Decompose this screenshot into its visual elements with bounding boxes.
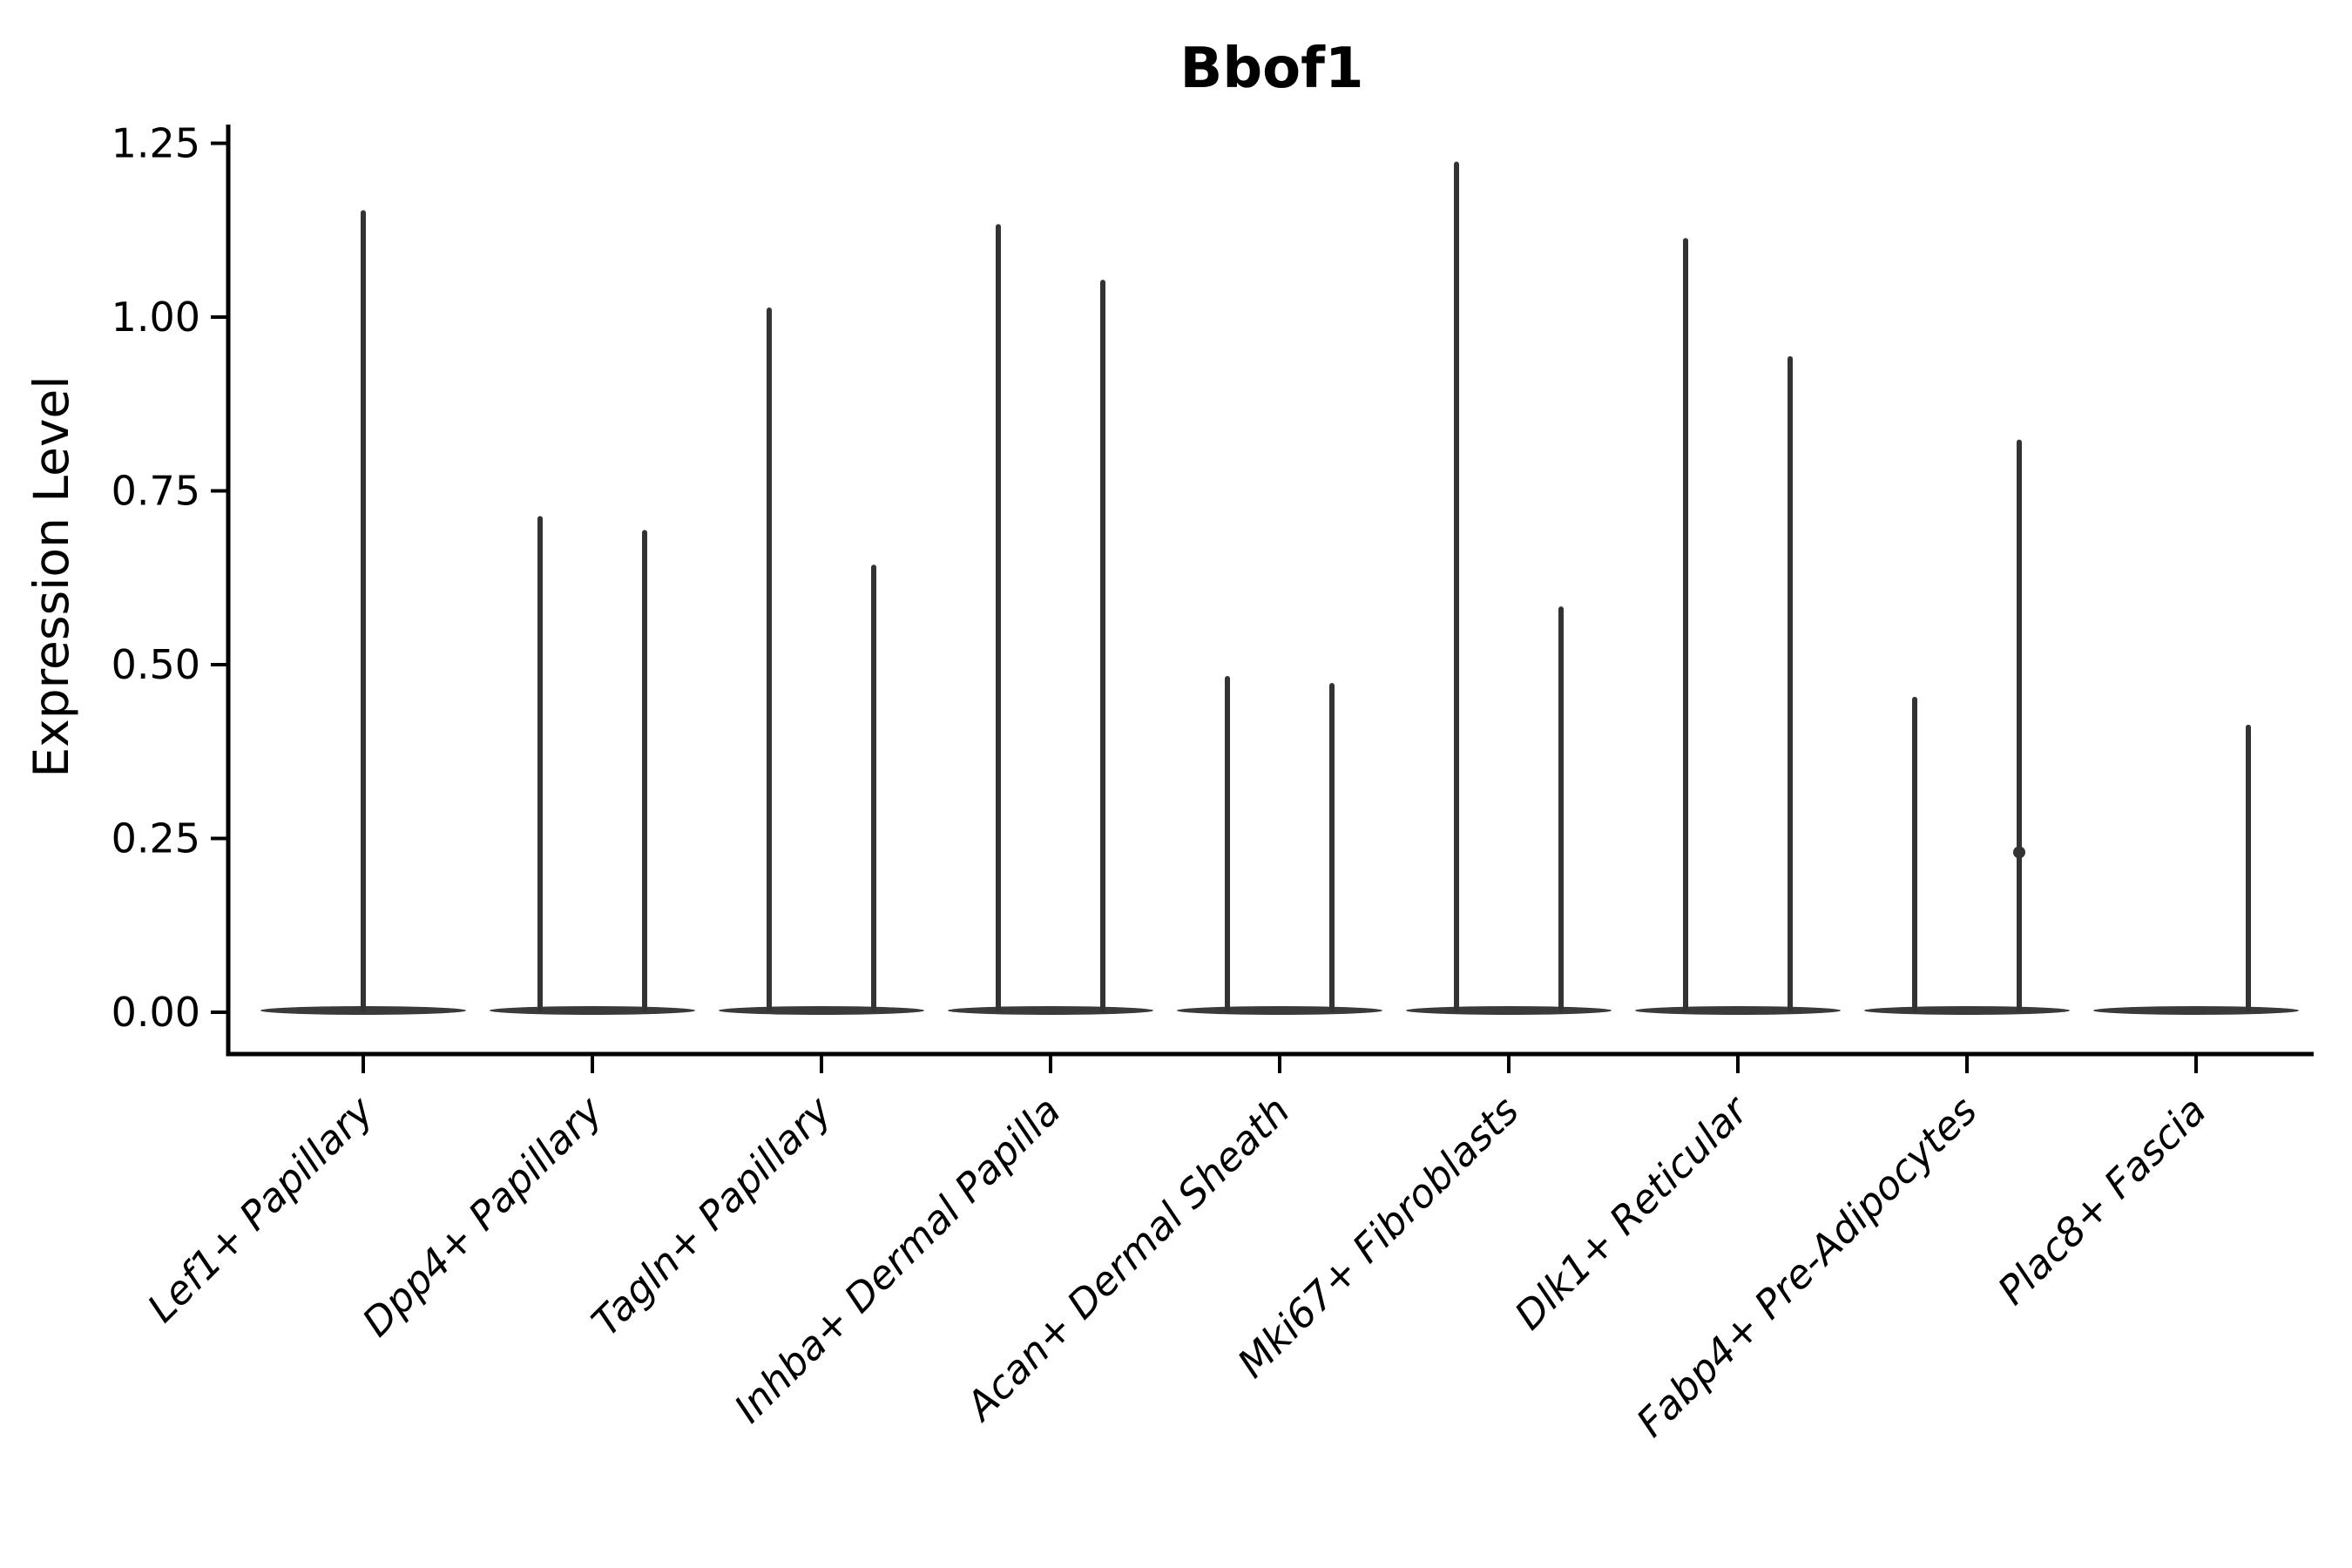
violin-6 (1406, 161, 1612, 1015)
x-tick-label: Dpp4+ Papillary (354, 1086, 612, 1345)
violin-base (1406, 1006, 1612, 1015)
violin-5 (1177, 675, 1382, 1015)
violin-8 (1864, 439, 2070, 1015)
y-tick-label: 0.75 (112, 468, 200, 515)
violin-base (1635, 1006, 1841, 1015)
violin-2 (490, 516, 695, 1015)
violins (260, 161, 2299, 1015)
y-tick-label: 1.00 (112, 294, 200, 341)
chart-title: Bbof1 (1180, 37, 1364, 101)
y-tick-label: 0.25 (112, 815, 200, 862)
violin-9 (2093, 724, 2299, 1015)
y-axis-label: Expression Level (24, 375, 79, 777)
violin-base (948, 1006, 1153, 1015)
violin-4 (948, 224, 1153, 1015)
x-tick-label: Plac8+ Fascia (1989, 1087, 2215, 1314)
violin-base (1864, 1006, 2070, 1015)
outlier-dot (2013, 846, 2025, 859)
violin-base (719, 1006, 924, 1015)
violin-base (490, 1006, 695, 1015)
x-tick-label: Dlk1+ Reticular (1505, 1086, 1758, 1339)
x-tick-label: Lef1+ Papillary (139, 1086, 383, 1331)
y-tick-label: 0.50 (112, 641, 200, 688)
violin-base (1177, 1006, 1382, 1015)
violin-1 (260, 210, 466, 1015)
y-tick-label: 0.00 (112, 989, 200, 1036)
violin-base (2093, 1006, 2299, 1015)
violin-3 (719, 308, 924, 1015)
violin-7 (1635, 238, 1841, 1015)
x-tick-label: Tagln+ Papillary (583, 1086, 841, 1345)
y-tick-label: 1.25 (112, 120, 200, 167)
